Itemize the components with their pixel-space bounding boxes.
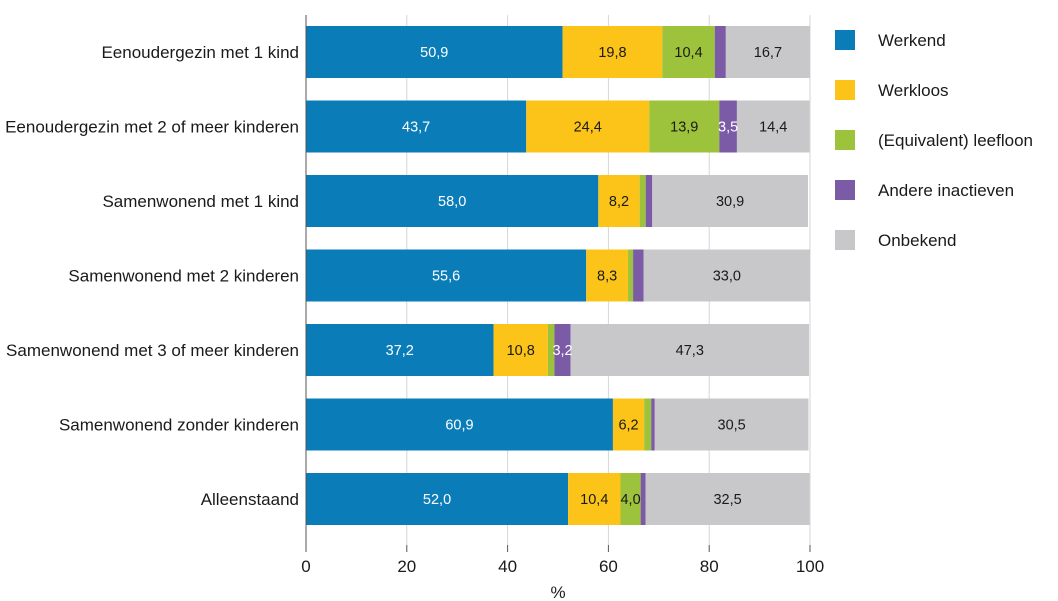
data-label: 19,8	[598, 45, 626, 61]
data-label: 50,9	[420, 45, 448, 61]
category-label: Samenwonend met 3 of meer kinderen	[6, 341, 299, 360]
bar-andere-inactieven	[651, 398, 655, 451]
x-tick-label: 20	[397, 557, 416, 576]
bar-werkloos	[568, 473, 621, 525]
bar-equivalent-leefloon	[620, 473, 641, 525]
bar-andere-inactieven	[645, 175, 653, 227]
bar-werkend	[306, 175, 599, 227]
bar-equivalent-leefloon	[547, 324, 555, 376]
legend-label: (Equivalent) leefloon	[878, 131, 1033, 150]
data-label: 32,5	[713, 492, 741, 508]
legend-swatch-werkend	[835, 30, 855, 50]
data-label: 8,2	[609, 194, 629, 210]
data-label: 4,0	[620, 492, 640, 508]
data-label: 52,0	[423, 492, 451, 508]
x-axis: % 0 20 40 60 80 100	[301, 15, 824, 601]
data-label: 55,6	[432, 269, 460, 285]
bar-equivalent-leefloon	[662, 26, 715, 78]
bar-onbekend	[652, 175, 808, 227]
data-label: 10,8	[507, 343, 535, 359]
legend-label: Onbekend	[878, 231, 956, 250]
data-label: 6,2	[618, 418, 638, 434]
data-label: 3,5	[718, 120, 738, 136]
bar-werkloos	[526, 100, 650, 153]
legend-swatch-onbekend	[835, 230, 855, 250]
category-labels: Eenoudergezin met 1 kind Eenoudergezin me…	[5, 43, 299, 509]
x-tick-label: 80	[700, 557, 719, 576]
data-label: 24,4	[574, 120, 602, 136]
bar-onbekend	[645, 473, 810, 525]
legend-swatch-equivalent-leefloon	[835, 130, 855, 150]
bar-werkend	[306, 473, 569, 525]
x-tick-label: 0	[301, 557, 310, 576]
bar-werkend	[306, 398, 613, 451]
x-tick-label: 40	[498, 557, 517, 576]
bar-onbekend	[725, 26, 810, 78]
category-label: Eenoudergezin met 2 of meer kinderen	[5, 118, 299, 137]
bar-andere-inactieven	[640, 473, 646, 525]
data-label: 37,2	[386, 343, 414, 359]
data-label: 14,4	[759, 120, 787, 136]
legend-label: Andere inactieven	[878, 181, 1014, 200]
data-label: 3,2	[552, 343, 572, 359]
x-axis-title: %	[550, 583, 565, 601]
bar-werkend	[306, 249, 587, 302]
data-label: 60,9	[445, 418, 473, 434]
bar-werkend	[306, 324, 494, 376]
bar-werkloos	[562, 26, 663, 78]
legend-swatch-werkloos	[835, 80, 855, 100]
bar-andere-inactieven	[714, 26, 726, 78]
segment-labels: 50,9 19,8 10,4 16,7 43,7 24,4 13,9 3,5 14,4 58,0 8…	[386, 45, 788, 508]
bar-equivalent-leefloon	[644, 398, 652, 451]
bar-equivalent-leefloon	[639, 175, 646, 227]
legend: Werkend Werkloos (Equivalent) leefloon Ande…	[835, 30, 1033, 250]
bar-werkloos	[493, 324, 548, 376]
bar-werkend	[306, 26, 563, 78]
legend-swatch-andere-inactieven	[835, 180, 855, 200]
data-label: 33,0	[713, 269, 741, 285]
bar-equivalent-leefloon	[628, 249, 634, 302]
data-label: 43,7	[402, 120, 430, 136]
bar-andere-inactieven	[633, 249, 644, 302]
data-label: 13,9	[670, 120, 698, 136]
bar-andere-inactieven	[719, 100, 737, 153]
data-label: 30,9	[716, 194, 744, 210]
legend-label: Werkend	[878, 31, 946, 50]
bar-onbekend	[654, 398, 809, 451]
bar-werkloos	[598, 175, 640, 227]
data-label: 47,3	[676, 343, 704, 359]
data-label: 10,4	[580, 492, 608, 508]
category-label: Eenoudergezin met 1 kind	[101, 43, 299, 62]
data-label: 58,0	[438, 194, 466, 210]
legend-label: Werkloos	[878, 81, 949, 100]
category-label: Samenwonend met 1 kind	[102, 192, 299, 211]
bar-onbekend	[736, 100, 810, 153]
bar-andere-inactieven	[554, 324, 571, 376]
x-tick-label: 100	[796, 557, 824, 576]
bar-onbekend	[570, 324, 809, 376]
bar-segments	[306, 26, 810, 525]
category-label: Alleenstaand	[201, 490, 299, 509]
x-tick-label: 60	[599, 557, 618, 576]
bar-onbekend	[643, 249, 810, 302]
data-label: 16,7	[754, 45, 782, 61]
bar-werkend	[306, 100, 527, 153]
bar-werkloos	[612, 398, 645, 451]
bar-werkloos	[586, 249, 629, 302]
data-label: 10,4	[674, 45, 702, 61]
category-label: Samenwonend met 2 kinderen	[68, 267, 299, 286]
category-label: Samenwonend zonder kinderen	[59, 416, 299, 435]
data-label: 30,5	[718, 418, 746, 434]
bar-equivalent-leefloon	[649, 100, 720, 153]
data-label: 8,3	[597, 269, 617, 285]
